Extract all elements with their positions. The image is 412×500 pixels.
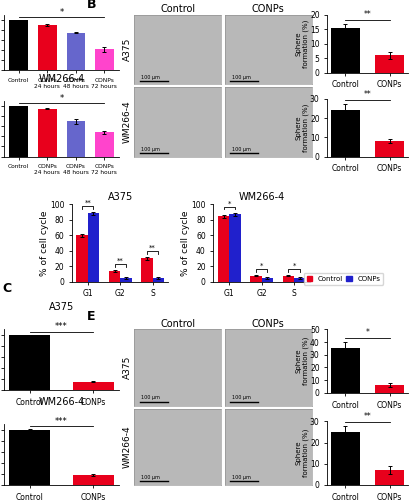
Text: **: **	[364, 90, 372, 99]
Y-axis label: WM266-4: WM266-4	[123, 100, 132, 143]
Text: ***: ***	[55, 322, 68, 332]
Text: **: **	[364, 412, 372, 420]
Y-axis label: Sphere
formation (%): Sphere formation (%)	[295, 337, 309, 386]
Title: Control: Control	[160, 4, 196, 14]
Bar	[9, 335, 50, 390]
Text: 100 μm: 100 μm	[232, 474, 251, 480]
Y-axis label: A375: A375	[123, 38, 132, 62]
Bar	[153, 278, 164, 282]
Title: Control: Control	[160, 318, 196, 328]
Text: **: **	[84, 200, 91, 206]
Bar	[262, 278, 273, 282]
Text: 100 μm: 100 μm	[232, 396, 251, 400]
Bar	[331, 432, 360, 485]
Text: 100 μm: 100 μm	[141, 396, 160, 400]
Y-axis label: A375: A375	[123, 356, 132, 379]
Title: CONPs: CONPs	[252, 318, 285, 328]
Text: *: *	[293, 263, 296, 269]
Text: E: E	[87, 310, 95, 324]
Text: **: **	[149, 245, 156, 251]
Bar	[331, 348, 360, 393]
Y-axis label: % of cell cycle: % of cell cycle	[40, 210, 49, 276]
Bar	[73, 382, 114, 390]
Bar	[38, 108, 56, 156]
Bar	[95, 132, 114, 156]
Bar	[67, 121, 85, 156]
Bar	[283, 276, 294, 282]
Bar	[109, 271, 120, 282]
Text: B: B	[87, 0, 96, 10]
Bar	[229, 214, 241, 282]
Bar	[9, 20, 28, 70]
Title: WM266-4: WM266-4	[38, 74, 84, 84]
Bar	[331, 110, 360, 156]
Text: 100 μm: 100 μm	[232, 146, 251, 152]
Text: 100 μm: 100 μm	[141, 474, 160, 480]
Bar	[77, 235, 88, 282]
Bar	[73, 475, 114, 485]
Title: WM266-4: WM266-4	[239, 192, 285, 202]
Y-axis label: Sphere
formation (%): Sphere formation (%)	[295, 20, 309, 68]
Text: 100 μm: 100 μm	[232, 74, 251, 80]
Bar	[375, 386, 404, 393]
Bar	[67, 32, 85, 70]
Bar	[331, 28, 360, 73]
Title: A375: A375	[49, 302, 74, 312]
Bar	[141, 258, 153, 282]
Y-axis label: % of cell cycle: % of cell cycle	[181, 210, 190, 276]
Bar	[294, 278, 305, 282]
Text: *: *	[59, 8, 64, 17]
Bar	[38, 25, 56, 70]
Y-axis label: WM266-4: WM266-4	[123, 426, 132, 468]
Title: A375: A375	[108, 192, 133, 202]
Text: *: *	[227, 200, 231, 206]
Text: **: **	[364, 10, 372, 19]
Title: WM266-4: WM266-4	[38, 396, 84, 406]
Bar	[9, 106, 28, 156]
Text: *: *	[59, 94, 64, 103]
Text: *: *	[260, 263, 263, 269]
Bar	[250, 276, 262, 282]
Bar	[9, 430, 50, 485]
Text: ***: ***	[55, 417, 68, 426]
Bar	[375, 470, 404, 485]
Text: C: C	[2, 282, 11, 296]
Title: CONPs: CONPs	[252, 4, 285, 14]
Bar	[88, 214, 99, 282]
Text: *: *	[365, 328, 370, 337]
Bar	[218, 216, 229, 282]
Bar	[95, 50, 114, 70]
Legend: Control, CONPs: Control, CONPs	[304, 273, 383, 284]
Text: **: **	[117, 258, 124, 264]
Y-axis label: Sphere
formation (%): Sphere formation (%)	[295, 104, 309, 152]
Y-axis label: Sphere
formation (%): Sphere formation (%)	[295, 429, 309, 478]
Text: 100 μm: 100 μm	[141, 146, 160, 152]
Bar	[375, 56, 404, 73]
Text: 100 μm: 100 μm	[141, 74, 160, 80]
Bar	[120, 278, 131, 282]
Bar	[375, 141, 404, 156]
